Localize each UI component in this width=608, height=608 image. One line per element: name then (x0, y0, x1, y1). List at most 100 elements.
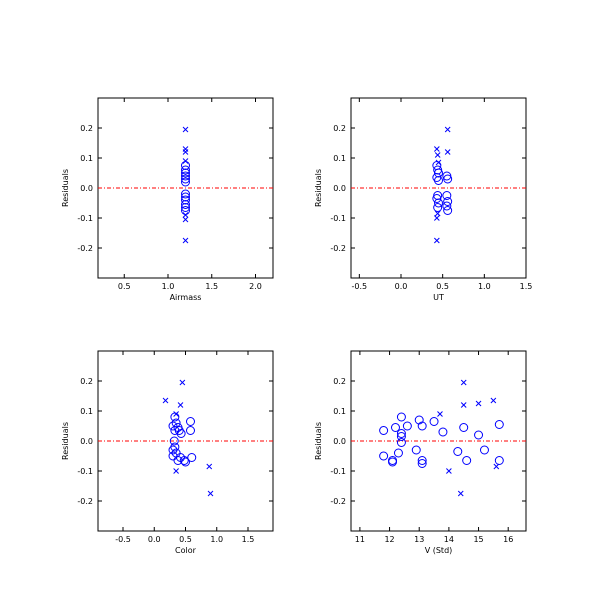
cross-marker (177, 402, 184, 408)
y-tick-label: 0.2 (80, 377, 93, 386)
cross-marker (179, 379, 186, 386)
x-axis-title: UT (433, 293, 444, 302)
y-axis-title: Residuals (61, 169, 70, 207)
x-tick-label: 0.5 (179, 535, 192, 544)
circle-marker (181, 165, 190, 175)
cross-marker (182, 237, 189, 244)
circle-marker (181, 189, 190, 199)
x-tick-label: 0.0 (148, 535, 161, 544)
x-tick-label: 1.5 (205, 282, 218, 291)
cross-stroke (446, 468, 452, 474)
cross-marker (434, 152, 441, 158)
cross-marker (475, 400, 482, 407)
circle-marker (393, 448, 403, 458)
x-tick-label: 11 (355, 535, 365, 544)
cross-stroke (490, 397, 497, 404)
y-axis-title: Residuals (314, 422, 323, 460)
y-tick-label: 0.1 (80, 407, 93, 416)
x-tick-label: 0.0 (395, 282, 408, 291)
cross-stroke (434, 210, 441, 217)
y-tick-label: 0.0 (80, 184, 93, 193)
circle-marker (434, 198, 443, 208)
y-tick-label: -0.2 (330, 497, 346, 506)
circle-marker (417, 421, 427, 431)
data-markers (162, 379, 214, 497)
circle-marker (186, 426, 195, 435)
panel-airmass: -0.2 -0.1 0.0 0.1 0.2 0.5 1.0 1.5 2.0 Airmass R… (61, 97, 274, 302)
y-tick-label: 0.2 (80, 124, 93, 133)
y-tick-label: 0.2 (333, 124, 346, 133)
circle-marker (417, 456, 427, 465)
circle-marker (181, 203, 190, 212)
cross-stroke (182, 158, 189, 164)
circle-marker (396, 432, 406, 441)
cross-stroke (475, 400, 482, 407)
circle-marker (442, 191, 452, 200)
cross-stroke (433, 237, 440, 244)
y-tick-label: 0.1 (333, 407, 346, 416)
circle-marker (396, 412, 406, 422)
circle-marker (414, 415, 424, 425)
cross-marker (173, 468, 179, 474)
cross-marker (435, 159, 442, 166)
panel-ut: -0.2 -0.1 0.0 0.1 0.2 -0.5 0.0 0.5 1.0 1.5 UT Re… (314, 97, 533, 302)
cross-stroke (182, 237, 189, 244)
circle-marker (494, 456, 504, 465)
cross-marker (446, 468, 452, 474)
cross-marker (182, 158, 189, 164)
circle-marker (181, 171, 190, 181)
y-tick-label: -0.1 (77, 467, 93, 476)
circle-marker (169, 436, 179, 446)
cross-stroke (457, 490, 464, 497)
circle-marker (170, 442, 180, 452)
circle-marker (181, 200, 190, 209)
x-tick-label: 1.0 (478, 282, 491, 291)
cross-stroke (433, 146, 440, 152)
x-axis-title: Airmass (170, 293, 202, 302)
cross-marker (433, 215, 440, 221)
cross-marker (433, 237, 440, 244)
cross-marker (434, 210, 441, 217)
circle-marker (442, 201, 452, 211)
cross-marker (206, 463, 213, 470)
circle-marker (417, 459, 427, 468)
circle-marker (411, 445, 421, 455)
circle-marker (494, 420, 504, 429)
circle-marker (438, 427, 448, 437)
circle-marker (459, 423, 469, 432)
cross-stroke (444, 149, 451, 155)
cross-marker (444, 126, 451, 133)
cross-stroke (177, 402, 184, 408)
data-markers (181, 126, 190, 244)
cross-stroke (460, 402, 467, 408)
circle-marker (433, 203, 443, 212)
circle-marker (462, 456, 472, 465)
circle-marker (402, 421, 412, 431)
circle-marker (396, 438, 406, 447)
cross-stroke (173, 411, 179, 417)
cross-stroke (182, 149, 189, 155)
cross-stroke (444, 126, 451, 133)
cross-marker (182, 126, 189, 133)
cross-marker (162, 397, 169, 404)
x-tick-labels: -0.5 0.0 0.5 1.0 1.5 (352, 282, 533, 291)
circle-marker (379, 451, 389, 461)
x-tick-label: -0.5 (115, 535, 131, 544)
circle-marker (186, 417, 195, 426)
panel-v-std: -0.2 -0.1 0.0 0.1 0.2 11 12 13 14 15 16 V (Std) R… (314, 350, 527, 555)
cross-stroke (493, 463, 500, 470)
y-tick-label: -0.2 (77, 244, 93, 253)
circle-marker (174, 426, 184, 435)
data-markers (432, 126, 453, 244)
y-tick-label: 0.2 (333, 377, 346, 386)
circle-marker (396, 429, 406, 438)
y-tick-labels: -0.2 -0.1 0.0 0.1 0.2 (330, 124, 346, 253)
cross-stroke (437, 411, 443, 417)
x-tick-label: -0.5 (352, 282, 368, 291)
cross-marker (433, 146, 440, 152)
cross-stroke (179, 379, 186, 386)
cross-stroke (162, 397, 169, 404)
y-axis-title: Residuals (314, 169, 323, 207)
x-tick-labels: 11 12 13 14 15 16 (355, 535, 513, 544)
x-tick-label: 1.0 (162, 282, 175, 291)
